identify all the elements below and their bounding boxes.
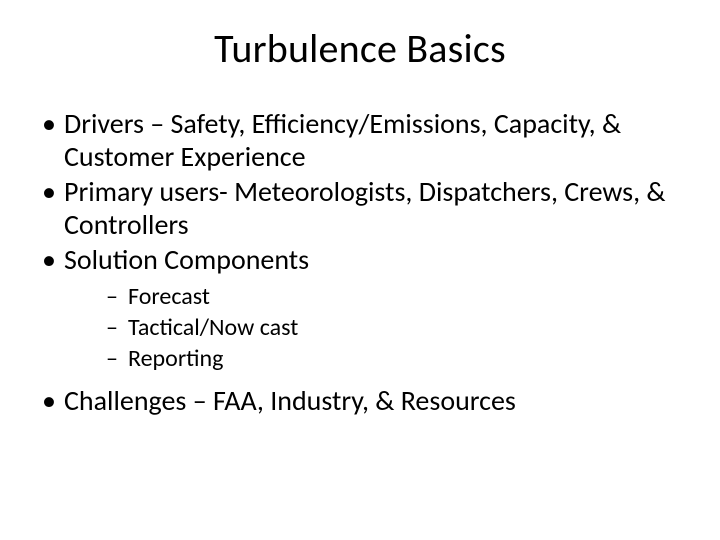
- slide-title: Turbulence Basics: [36, 24, 684, 73]
- sub-bullet-text: Tactical/Now cast: [128, 313, 298, 342]
- sub-bullet-text: Forecast: [128, 282, 210, 311]
- sub-bullet-list: Forecast Tactical/Now cast Reporting: [64, 282, 684, 374]
- sub-bullet-text: Reporting: [128, 344, 223, 373]
- bullet-item: Drivers – Safety, Efficiency/Emissions, …: [36, 107, 684, 173]
- bullet-list: Drivers – Safety, Efficiency/Emissions, …: [36, 107, 684, 417]
- bullet-text: Challenges – FAA, Industry, & Resources: [64, 383, 516, 418]
- bullet-item: Primary users- Meteorologists, Dispatche…: [36, 175, 684, 241]
- bullet-text: Solution Components: [64, 242, 309, 277]
- bullet-text: Primary users- Meteorologists, Dispatche…: [64, 174, 666, 242]
- bullet-text: Drivers – Safety, Efficiency/Emissions, …: [64, 106, 621, 174]
- slide: Turbulence Basics Drivers – Safety, Effi…: [0, 0, 720, 540]
- sub-bullet-item: Reporting: [64, 344, 684, 375]
- bullet-item: Challenges – FAA, Industry, & Resources: [36, 384, 684, 417]
- sub-bullet-item: Tactical/Now cast: [64, 313, 684, 344]
- bullet-item: Solution Components Forecast Tactical/No…: [36, 243, 684, 374]
- sub-bullet-item: Forecast: [64, 282, 684, 313]
